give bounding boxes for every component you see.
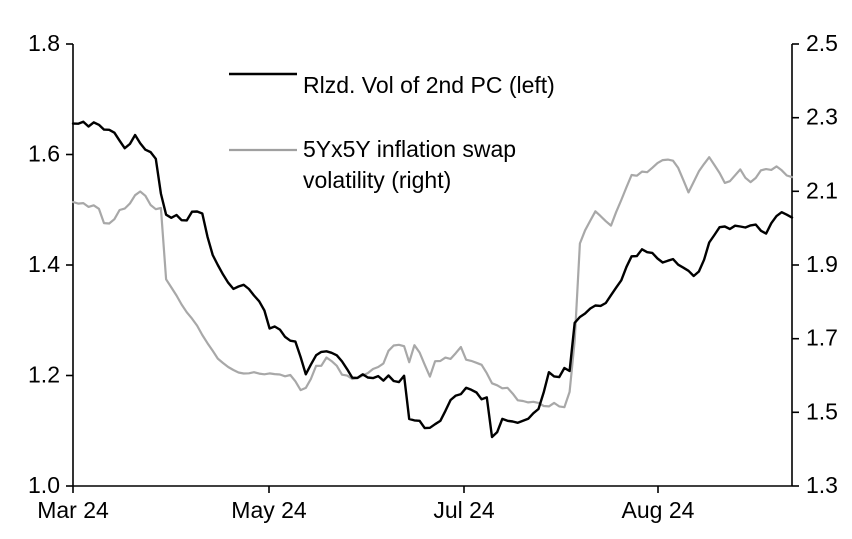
svg-text:1.5: 1.5 [806,398,838,424]
svg-text:May 24: May 24 [231,497,307,523]
svg-text:1.2: 1.2 [28,362,60,388]
svg-text:Aug 24: Aug 24 [622,497,695,523]
svg-text:1.7: 1.7 [806,325,838,351]
svg-text:1.3: 1.3 [806,472,838,498]
svg-text:Jul 24: Jul 24 [433,497,495,523]
svg-text:1.6: 1.6 [28,141,60,167]
svg-text:1.4: 1.4 [28,251,60,277]
svg-text:1.9: 1.9 [806,251,838,277]
svg-text:volatility (right): volatility (right) [303,167,451,193]
svg-text:1.8: 1.8 [28,30,60,56]
svg-text:1.0: 1.0 [28,472,60,498]
svg-text:2.5: 2.5 [806,30,838,56]
svg-text:Rlzd. Vol of 2nd PC (left): Rlzd. Vol of 2nd PC (left) [303,72,555,98]
svg-text:5Yx5Y inflation swap: 5Yx5Y inflation swap [303,136,516,162]
svg-text:2.3: 2.3 [806,104,838,130]
svg-text:Mar 24: Mar 24 [37,497,109,523]
svg-text:2.1: 2.1 [806,177,838,203]
